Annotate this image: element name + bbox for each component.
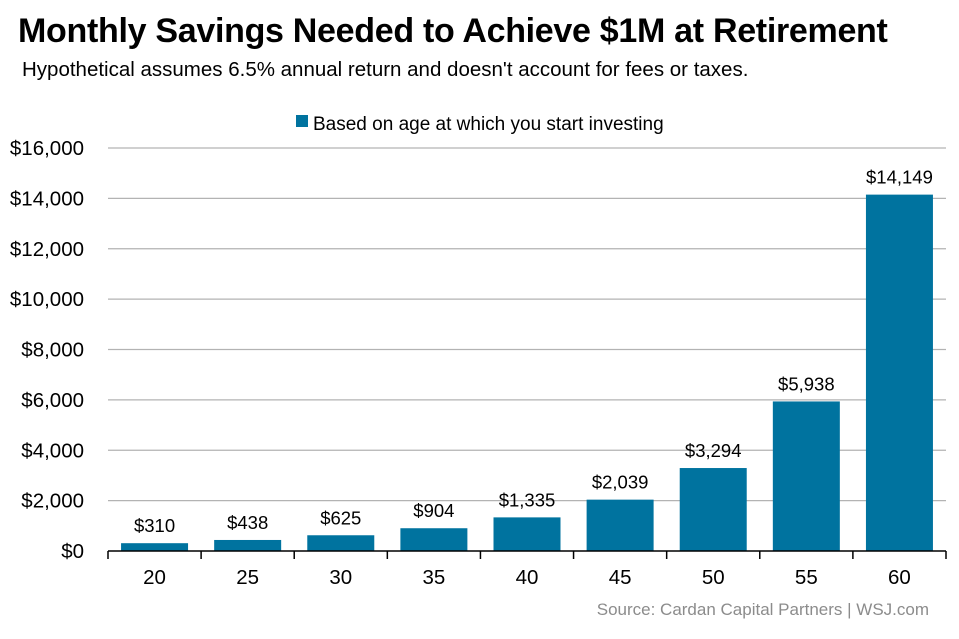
x-tick-label: 20 [143, 566, 166, 589]
chart-title: Monthly Savings Needed to Achieve $1M at… [18, 12, 888, 50]
legend-swatch [296, 115, 308, 127]
data-label: $3,294 [685, 440, 742, 461]
source-note: Source: Cardan Capital Partners | WSJ.co… [596, 600, 929, 619]
data-label: $5,938 [778, 373, 835, 394]
data-label: $310 [134, 515, 175, 536]
bar [121, 543, 189, 551]
bar [307, 535, 375, 551]
bar [586, 499, 654, 551]
y-tick-label: $14,000 [10, 187, 84, 210]
data-label: $1,335 [499, 489, 556, 510]
y-axis: $0 $2,000 $4,000 $6,000 $8,000 $10,000 $12,000… [10, 137, 84, 563]
bar [865, 194, 933, 551]
y-tick-label: $16,000 [10, 137, 84, 160]
x-tick-label: 60 [888, 566, 911, 589]
bar [772, 401, 840, 551]
y-tick-label: $8,000 [21, 339, 84, 362]
x-tick-label: 55 [795, 566, 818, 589]
data-label: $14,149 [866, 167, 933, 188]
x-tick-label: 35 [422, 566, 445, 589]
data-label: $2,039 [592, 472, 649, 493]
y-tick-label: $12,000 [10, 238, 84, 261]
x-axis: 20 25 30 35 40 45 50 55 60 [107, 550, 947, 589]
data-label: $625 [320, 507, 361, 528]
x-tick-label: 40 [516, 566, 539, 589]
chart-subtitle: Hypothetical assumes 6.5% annual return … [22, 58, 749, 81]
bar [214, 539, 282, 551]
legend: Based on age at which you start investin… [296, 114, 664, 135]
data-label: $438 [227, 512, 268, 533]
x-tick-label: 45 [609, 566, 632, 589]
legend-label: Based on age at which you start investin… [313, 114, 664, 135]
data-label: $904 [413, 500, 454, 521]
y-tick-label: $0 [61, 540, 84, 563]
y-tick-label: $6,000 [21, 389, 84, 412]
bar [400, 528, 468, 551]
y-tick-label: $2,000 [21, 490, 84, 513]
bar [679, 468, 747, 551]
bars: $310 $438 $625 $904 $1,335 $2,039 $3,294 $5,938… [121, 167, 933, 551]
y-tick-label: $10,000 [10, 288, 84, 311]
x-tick-label: 30 [329, 566, 352, 589]
x-tick-label: 25 [236, 566, 259, 589]
x-tick-label: 50 [702, 566, 725, 589]
y-tick-label: $4,000 [21, 439, 84, 462]
bar [493, 517, 561, 551]
